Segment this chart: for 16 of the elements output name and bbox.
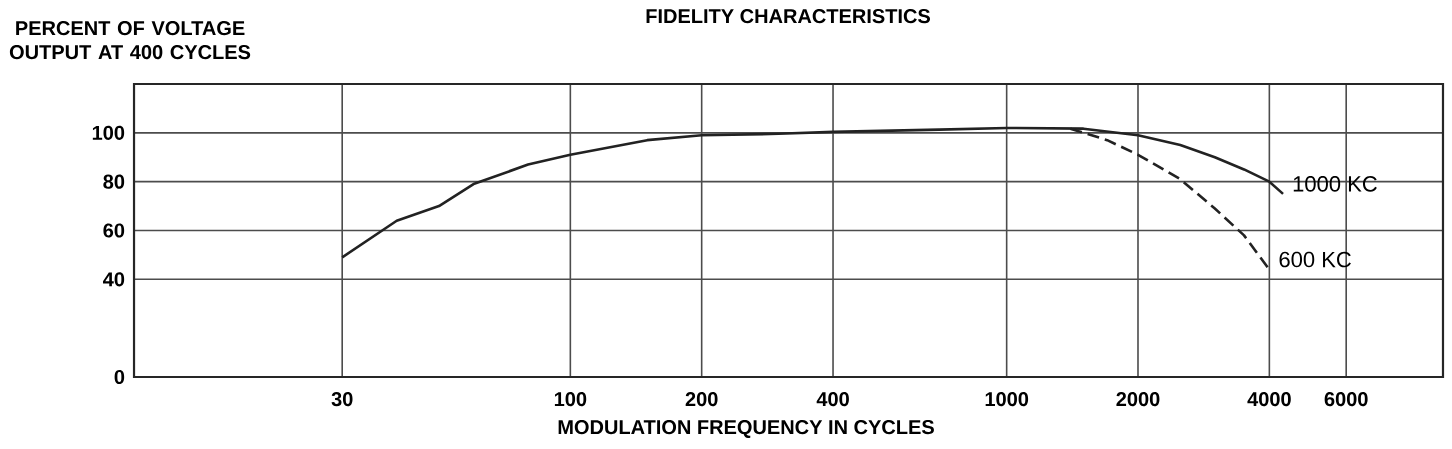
y-tick-label: 40 (103, 272, 125, 287)
x-tick-label: 30 (331, 392, 353, 407)
y-tick-label: 0 (114, 369, 125, 385)
x-tick-label: 400 (816, 392, 849, 407)
y-tick-label: 80 (103, 174, 125, 189)
y-axis-title: PERCENT OF VOLTAGE OUTPUT AT 400 CYCLES (9, 21, 251, 60)
x-tick-label: 1000 (985, 392, 1029, 407)
y-tick-label: 60 (103, 223, 125, 238)
chart-title: FIDELITY CHARACTERISTICS (646, 9, 930, 24)
x-axis-title: MODULATION FREQUENCY IN CYCLES (558, 420, 934, 438)
x-tick-label: 4000 (1247, 392, 1291, 407)
x-tick-label: 100 (554, 392, 587, 407)
x-tick-label: 200 (685, 392, 718, 407)
y-tick-label: 100 (92, 125, 125, 140)
x-tick-label: 2000 (1116, 392, 1160, 407)
x-tick-label: 6000 (1324, 392, 1368, 407)
